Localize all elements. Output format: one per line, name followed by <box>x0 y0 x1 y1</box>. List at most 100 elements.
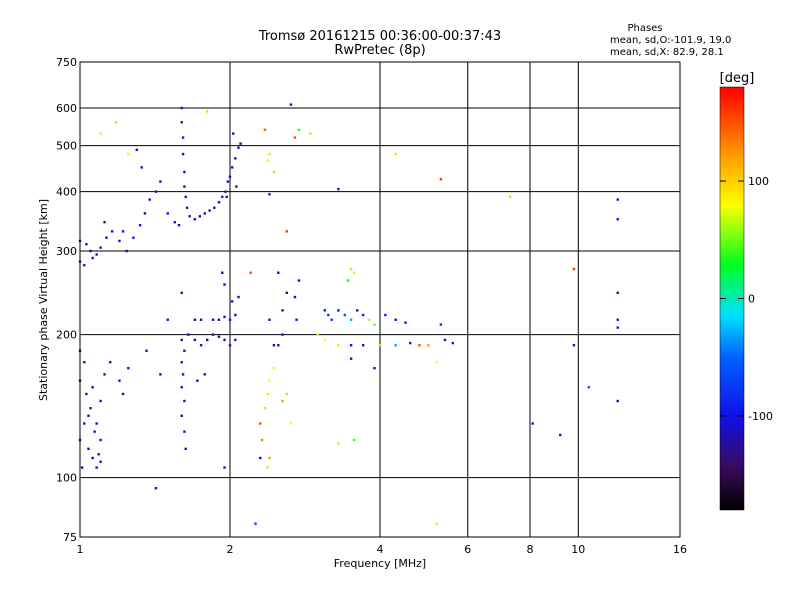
data-point <box>103 373 106 376</box>
data-point <box>418 344 421 347</box>
data-point <box>572 344 576 347</box>
data-point <box>166 318 169 321</box>
data-point <box>87 447 90 451</box>
data-point <box>181 373 185 376</box>
data-points <box>78 103 619 525</box>
data-point <box>180 361 183 364</box>
x-tick-label: 8 <box>527 543 534 556</box>
data-point <box>352 438 356 442</box>
data-point <box>83 264 86 267</box>
data-point <box>105 236 108 239</box>
data-point <box>394 152 397 156</box>
x-tick-label: 10 <box>571 543 585 556</box>
phase-heading: Phases <box>627 23 662 34</box>
data-point <box>616 399 619 403</box>
data-point <box>217 335 221 338</box>
data-point <box>266 466 269 469</box>
data-point <box>114 121 118 124</box>
x-axis-label: Frequency [MHz] <box>334 557 426 570</box>
data-point <box>193 338 197 342</box>
data-point <box>268 379 271 382</box>
x-tick-label: 2 <box>227 543 234 556</box>
data-point <box>443 338 447 342</box>
y-tick-label: 600 <box>56 102 77 115</box>
data-point <box>83 361 86 364</box>
data-point <box>198 215 202 218</box>
data-point <box>427 344 430 347</box>
data-point <box>217 318 221 321</box>
data-point <box>154 487 158 490</box>
data-point <box>237 295 240 299</box>
data-point <box>281 399 284 403</box>
data-point <box>193 318 197 321</box>
data-point <box>394 318 397 321</box>
data-point <box>378 344 382 347</box>
data-point <box>224 190 227 193</box>
data-point <box>121 392 125 396</box>
data-point <box>587 386 591 389</box>
data-point <box>572 267 576 271</box>
data-point <box>559 433 562 437</box>
data-point <box>232 132 235 135</box>
data-point <box>616 218 619 221</box>
data-point <box>127 366 130 370</box>
data-point <box>228 175 232 178</box>
data-point <box>205 110 209 113</box>
data-point <box>323 309 327 312</box>
data-point <box>180 291 183 295</box>
y-tick-labels: 75 100 200 300 400 500 600 750 <box>56 56 77 544</box>
data-point <box>125 249 128 253</box>
data-point <box>404 321 407 324</box>
data-point <box>234 338 237 342</box>
data-point <box>145 349 148 352</box>
data-point <box>349 318 353 321</box>
y-tick-label: 200 <box>56 329 77 342</box>
data-point <box>272 170 276 174</box>
data-point <box>361 313 365 317</box>
data-point <box>268 456 271 460</box>
data-point <box>213 206 216 209</box>
x-tick-labels: 1 2 4 6 8 10 16 <box>77 543 688 556</box>
data-point <box>203 212 206 215</box>
data-point <box>451 341 455 345</box>
data-point <box>103 220 106 224</box>
data-point <box>223 283 226 286</box>
data-point <box>183 349 186 352</box>
data-point <box>409 341 412 345</box>
data-point <box>181 136 185 139</box>
y-tick-label: 500 <box>56 140 77 153</box>
data-point <box>180 338 183 342</box>
phase-x-mode: mean, sd,X: 82.9, 28.1 <box>610 47 724 58</box>
data-point <box>188 215 191 218</box>
data-point <box>87 414 90 417</box>
data-point <box>121 230 125 233</box>
data-point <box>435 522 438 525</box>
data-point <box>159 373 162 376</box>
data-point <box>99 399 102 403</box>
data-point <box>135 148 138 152</box>
data-point <box>327 313 330 317</box>
data-point <box>259 422 262 425</box>
data-point <box>309 132 312 135</box>
data-point <box>260 438 264 442</box>
y-tick-label: 400 <box>56 186 77 199</box>
data-point <box>99 246 102 249</box>
data-point <box>508 195 512 199</box>
data-point <box>110 230 114 233</box>
data-point <box>293 136 297 139</box>
data-point <box>384 313 387 317</box>
data-point <box>234 157 237 160</box>
data-point <box>272 344 276 347</box>
data-point <box>95 466 98 469</box>
data-point <box>268 193 271 196</box>
data-point <box>355 309 359 312</box>
data-point <box>118 239 121 243</box>
data-point <box>297 128 301 131</box>
data-point <box>268 318 271 321</box>
data-point <box>285 230 288 233</box>
data-point <box>180 121 183 124</box>
data-point <box>225 195 228 199</box>
data-point <box>181 152 185 156</box>
data-point <box>268 152 271 156</box>
data-point <box>89 249 92 253</box>
